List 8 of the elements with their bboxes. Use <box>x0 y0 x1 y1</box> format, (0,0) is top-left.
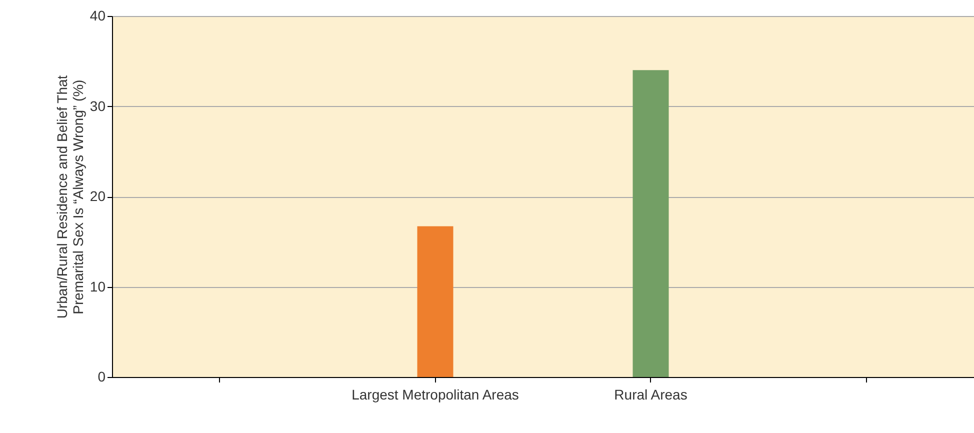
y-axis-title: Urban/Rural Residence and Belief That Premarital Sex Is “Always Wrong” (%) <box>54 75 86 319</box>
y-tick-label: 20 <box>90 188 106 204</box>
y-tick-label: 30 <box>90 98 106 114</box>
y-tick-label: 10 <box>90 278 106 294</box>
x-tick-label: Largest Metropolitan Areas <box>352 386 519 402</box>
x-tick-label: Rural Areas <box>614 386 688 402</box>
y-tick-label: 40 <box>90 8 106 24</box>
y-tick-label: 0 <box>98 368 106 384</box>
